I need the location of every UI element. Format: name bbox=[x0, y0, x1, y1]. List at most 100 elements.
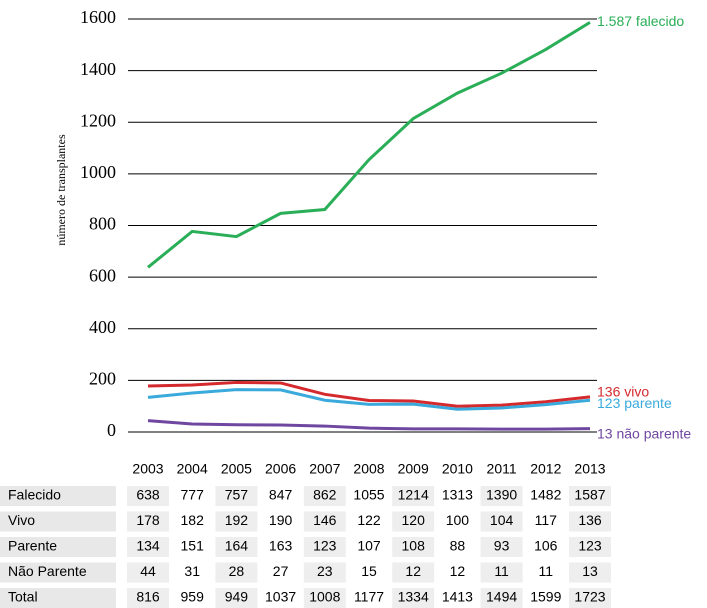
table-cell: 117 bbox=[535, 512, 558, 528]
cell-bg bbox=[480, 588, 523, 608]
cell-bg bbox=[215, 588, 258, 608]
end-label: 123 parente bbox=[597, 395, 672, 411]
table-cell: 146 bbox=[313, 512, 337, 528]
cell-bg bbox=[348, 562, 390, 583]
table-header: 2010 bbox=[442, 461, 473, 477]
cell-bg bbox=[392, 562, 435, 583]
row-bg bbox=[0, 511, 116, 532]
cell-bg bbox=[436, 562, 479, 583]
table-cell: 123 bbox=[578, 538, 602, 554]
end-label: 136 vivo bbox=[597, 384, 649, 400]
table-cell: 1008 bbox=[309, 589, 340, 605]
cell-bg bbox=[392, 537, 435, 557]
table-cell: 44 bbox=[140, 563, 156, 579]
table-cell: 136 bbox=[578, 512, 602, 528]
table-cell: 192 bbox=[225, 512, 249, 528]
cell-bg bbox=[392, 486, 435, 506]
row-bg bbox=[0, 486, 116, 506]
table-cell: 163 bbox=[269, 538, 293, 554]
row-label: Falecido bbox=[8, 487, 61, 503]
cell-bg bbox=[569, 486, 611, 506]
table-cell: 93 bbox=[494, 538, 510, 554]
cell-bg bbox=[215, 511, 258, 532]
cell-bg bbox=[171, 511, 214, 532]
cell-bg bbox=[436, 511, 479, 532]
cell-bg bbox=[303, 511, 346, 532]
table-cell: 15 bbox=[361, 563, 377, 579]
table-header: 2012 bbox=[530, 461, 561, 477]
table-cell: 11 bbox=[539, 563, 554, 579]
cell-bg bbox=[348, 486, 390, 506]
table-cell: 862 bbox=[313, 487, 337, 503]
table-cell: 1177 bbox=[354, 589, 384, 605]
table-cell: 12 bbox=[450, 563, 466, 579]
table-cell: 638 bbox=[136, 487, 160, 503]
table-cell: 757 bbox=[225, 487, 249, 503]
y-tick-label: 400 bbox=[89, 317, 116, 337]
table-cell: 23 bbox=[317, 563, 333, 579]
table-cell: 777 bbox=[181, 487, 205, 503]
table-cell: 178 bbox=[136, 512, 160, 528]
cell-bg bbox=[259, 562, 302, 583]
cell-bg bbox=[348, 588, 390, 608]
table-cell: 13 bbox=[582, 563, 598, 579]
cell-bg bbox=[127, 588, 169, 608]
table-cell: 1494 bbox=[486, 589, 517, 605]
table-cell: 1599 bbox=[530, 589, 561, 605]
series-line bbox=[147, 419, 591, 431]
table-cell: 1587 bbox=[574, 487, 605, 503]
table-cell: 100 bbox=[446, 512, 470, 528]
cell-bg bbox=[303, 588, 346, 608]
table-cell: 107 bbox=[357, 538, 381, 554]
end-label: 13 não parente bbox=[597, 425, 691, 441]
table-header: 2011 bbox=[487, 461, 517, 477]
y-tick-label: 800 bbox=[89, 214, 116, 234]
cell-bg bbox=[480, 537, 523, 557]
table-cell: 108 bbox=[402, 538, 426, 554]
table-cell: 88 bbox=[450, 538, 466, 554]
cell-bg bbox=[436, 588, 479, 608]
table-cell: 1723 bbox=[574, 589, 605, 605]
cell-bg bbox=[171, 486, 214, 506]
table-cell: 949 bbox=[225, 589, 249, 605]
cell-bg bbox=[524, 511, 567, 532]
cell-bg bbox=[524, 588, 567, 608]
y-tick-label: 1000 bbox=[80, 162, 116, 182]
cell-bg bbox=[348, 537, 390, 557]
cell-bg bbox=[569, 588, 611, 608]
table-cell: 182 bbox=[181, 512, 205, 528]
table-cell: 1390 bbox=[486, 487, 517, 503]
y-axis-label: número de transplantes bbox=[54, 134, 68, 246]
table-cell: 151 bbox=[181, 538, 205, 554]
table-header: 2005 bbox=[221, 461, 252, 477]
cell-bg bbox=[524, 562, 567, 583]
table-cell: 1334 bbox=[398, 589, 429, 605]
cell-bg bbox=[215, 562, 258, 583]
table-cell: 1037 bbox=[265, 589, 296, 605]
row-label: Parente bbox=[8, 538, 57, 554]
table-cell: 1055 bbox=[353, 487, 384, 503]
table-cell: 122 bbox=[357, 512, 381, 528]
y-tick-label: 0 bbox=[107, 420, 116, 440]
y-tick-label: 1400 bbox=[80, 59, 116, 79]
cell-bg bbox=[259, 486, 302, 506]
table-cell: 104 bbox=[490, 512, 514, 528]
row-label: Vivo bbox=[8, 512, 35, 528]
cell-bg bbox=[171, 537, 214, 557]
cell-bg bbox=[524, 537, 567, 557]
table-header: 2004 bbox=[177, 461, 208, 477]
table-header: 2003 bbox=[132, 461, 163, 477]
table-cell: 27 bbox=[273, 563, 289, 579]
table-cell: 12 bbox=[405, 563, 421, 579]
table-header: 2008 bbox=[353, 461, 384, 477]
table-header: 2006 bbox=[265, 461, 296, 477]
cell-bg bbox=[215, 486, 258, 506]
cell-bg bbox=[569, 511, 611, 532]
table-cell: 816 bbox=[136, 589, 160, 605]
cell-bg bbox=[303, 486, 346, 506]
cell-bg bbox=[524, 486, 567, 506]
end-label: 1.587 falecido bbox=[597, 13, 684, 29]
cell-bg bbox=[259, 537, 302, 557]
table-header: 2013 bbox=[574, 461, 605, 477]
